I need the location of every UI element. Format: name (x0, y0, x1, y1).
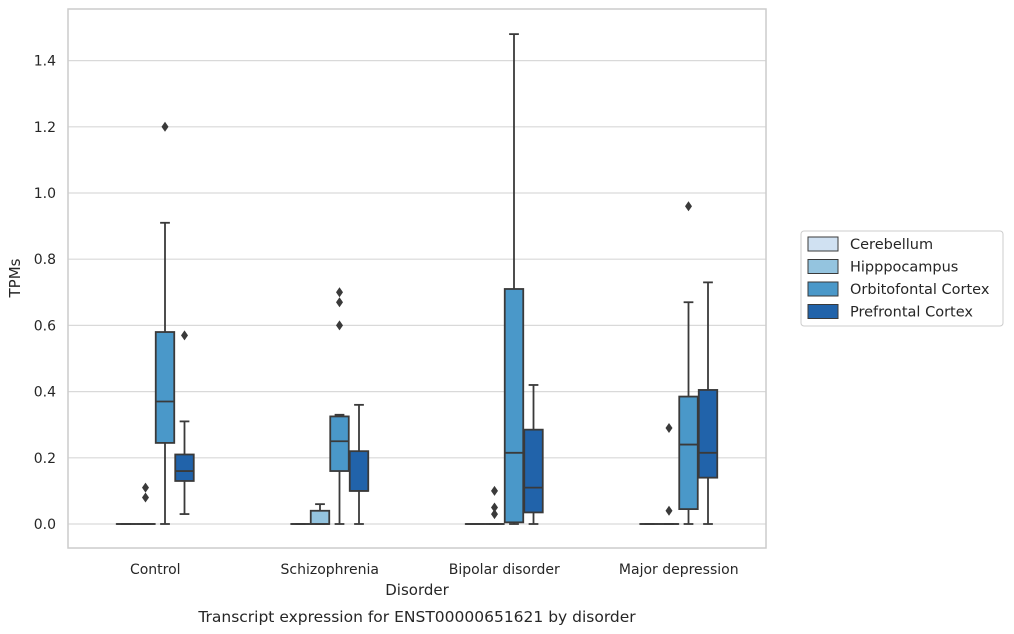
box-iqr (697, 389, 719, 479)
outlier-point (665, 423, 673, 434)
outlier-point (491, 509, 498, 520)
box-hipppocampus (135, 482, 156, 525)
outlier-point (142, 492, 149, 503)
y-tick-label: 0.0 (34, 517, 56, 533)
box-prefrontal-cortex (523, 384, 544, 525)
legend-label: Orbitofontal Cortex (850, 282, 990, 298)
x-tick-label: Schizophrenia (281, 562, 379, 578)
legend: Cerebellum Hipppocampus Orbitofontal Corte… (800, 230, 1004, 327)
outlier-point (665, 505, 673, 516)
chart-caption: Transcript expression for ENST0000065162… (197, 608, 636, 626)
box-iqr (678, 395, 699, 511)
legend-label: Hipppocampus (850, 260, 958, 276)
legend-swatch (807, 259, 839, 274)
legend-swatch (807, 281, 839, 297)
outlier-point (161, 121, 169, 132)
outlier-point (491, 502, 498, 513)
box-iqr (309, 509, 331, 525)
outlier-point (491, 485, 498, 496)
box-plot-series (115, 33, 719, 525)
x-tick-label: Major depression (619, 562, 739, 578)
legend-frame (800, 230, 1004, 327)
box-hipppocampus (309, 503, 331, 525)
box-orbitofontal-cortex (678, 201, 699, 525)
y-tick-label: 1.2 (34, 120, 56, 136)
box-prefrontal-cortex (697, 281, 719, 525)
box-prefrontal-cortex (348, 403, 370, 525)
box-iqr (329, 415, 350, 472)
grid-lines (68, 59, 766, 525)
y-tick-label: 1.0 (34, 186, 56, 202)
outlier-point (685, 201, 692, 212)
y-axis-label: TPMs (6, 258, 24, 298)
box-iqr (348, 450, 370, 492)
y-tick-label: 0.4 (34, 385, 56, 401)
outlier-point (181, 330, 188, 341)
legend-swatch (807, 304, 839, 319)
box-orbitofontal-cortex (503, 33, 525, 525)
x-axis-label: Disorder (385, 581, 449, 599)
box-orbitofontal-cortex (329, 287, 350, 525)
outlier-point (336, 287, 343, 298)
y-tick-label: 1.4 (34, 54, 56, 70)
x-tick-label: Control (130, 562, 181, 578)
legend-label: Cerebellum (850, 237, 933, 253)
box-iqr (523, 428, 544, 514)
x-tick-label: Bipolar disorder (449, 562, 560, 578)
box-hipppocampus (658, 423, 680, 525)
y-tick-labels: 0.0 0.2 0.4 0.6 0.8 1.0 1.2 1.4 (34, 54, 56, 533)
legend-label: Prefrontal Cortex (850, 305, 973, 321)
plot-frame (67, 8, 767, 549)
y-tick-label: 0.6 (34, 318, 56, 334)
box-prefrontal-cortex (174, 330, 195, 515)
box-iqr (154, 331, 176, 444)
legend-swatch (807, 236, 839, 252)
box-iqr (174, 453, 195, 482)
box-hipppocampus (484, 485, 505, 525)
outlier-point (142, 482, 149, 493)
outlier-point (336, 320, 343, 331)
box-orbitofontal-cortex (154, 121, 176, 525)
y-tick-label: 0.8 (34, 252, 56, 268)
y-tick-label: 0.2 (34, 451, 56, 467)
x-tick-labels: Control Schizophrenia Bipolar disorder Majo… (130, 562, 739, 578)
outlier-point (336, 297, 343, 308)
box-iqr (503, 288, 525, 524)
